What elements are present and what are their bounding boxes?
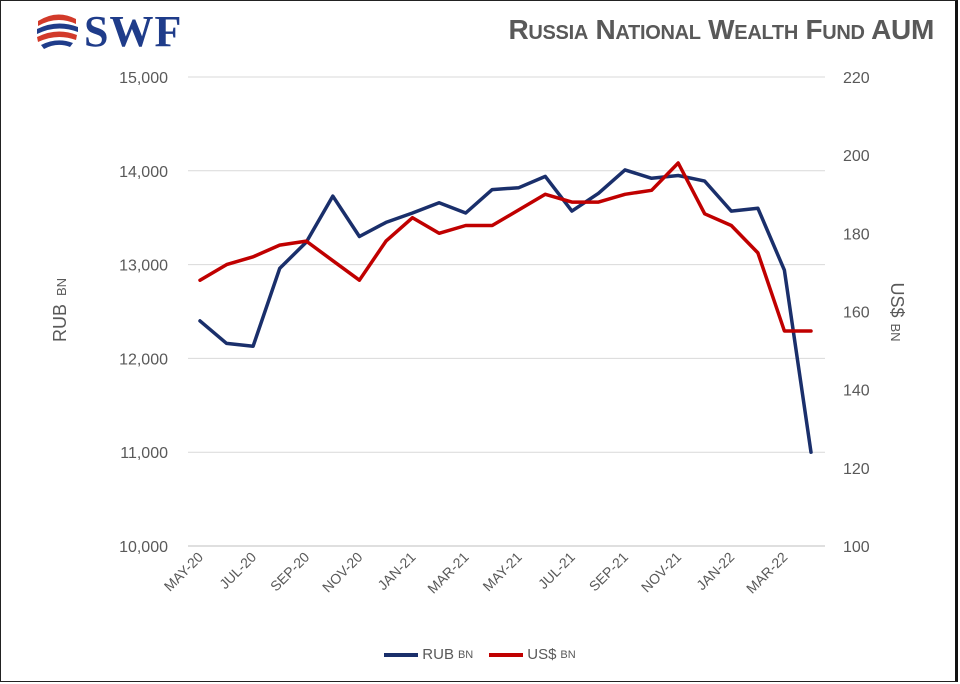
x-tick-label: SEP-20: [267, 549, 313, 595]
right-tick-label: 120: [843, 461, 870, 478]
right-tick-label: 100: [843, 539, 870, 556]
x-tick-label: NOV-20: [319, 549, 366, 596]
left-tick-label: 14,000: [119, 164, 168, 181]
legend-label-rub: RUB: [422, 646, 454, 663]
left-tick-label: 15,000: [119, 70, 168, 87]
right-axis-ticks: 100 120 140 160 180 200 220: [843, 70, 870, 556]
x-tick-label: MAR-22: [743, 549, 791, 597]
legend-label-usd: US$: [527, 646, 557, 663]
series-line-usd: [198, 161, 813, 333]
legend-swatch-usd: [489, 652, 524, 657]
legend-unit-rub: BN: [457, 648, 474, 661]
left-tick-label: 11,000: [120, 445, 168, 462]
right-axis-unit: BN: [888, 323, 903, 341]
x-tick-label: JUL-20: [216, 549, 259, 592]
left-tick-label: 10,000: [119, 539, 168, 556]
right-tick-label: 140: [843, 383, 870, 400]
right-axis-title: US$ BN: [887, 282, 907, 341]
logo-text: SWF: [84, 6, 183, 56]
series-line-rub: [198, 168, 813, 454]
gridlines: [188, 76, 825, 547]
right-tick-label: 220: [843, 70, 870, 87]
left-tick-label: 13,000: [119, 258, 168, 275]
x-tick-label: MAY-21: [479, 549, 525, 595]
legend-item-usd: US$ BN: [489, 646, 576, 663]
left-axis-unit: BN: [54, 278, 69, 296]
chart-title: Russia National Wealth Fund AUM: [508, 14, 934, 45]
x-tick-label: NOV-21: [638, 549, 685, 596]
legend-item-rub: RUB BN: [384, 646, 473, 663]
right-axis-label: US$: [887, 282, 907, 317]
x-tick-label: JUL-21: [535, 549, 578, 592]
swf-globe-icon: [36, 10, 78, 52]
x-tick-label: JAN-21: [374, 549, 418, 593]
left-axis-ticks: 10,000 11,000 12,000 13,000 14,000 15,000: [119, 70, 168, 556]
x-axis-ticks: MAY-20 JUL-20 SEP-20 NOV-20 JAN-21 MAR-21 MAY-…: [161, 549, 791, 597]
series-lines: [198, 161, 813, 454]
left-axis-title: RUB BN: [50, 278, 70, 342]
left-axis-label: RUB: [50, 304, 70, 342]
x-tick-label: JAN-22: [693, 549, 737, 593]
legend-swatch-rub: [384, 652, 419, 657]
x-tick-label: MAR-21: [424, 549, 472, 597]
legend-unit-usd: BN: [560, 648, 576, 661]
right-tick-label: 200: [843, 148, 870, 165]
x-tick-label: SEP-21: [586, 549, 632, 595]
left-tick-label: 12,000: [119, 351, 168, 368]
swf-logo: SWF: [34, 6, 182, 56]
legend: RUB BN US$ BN: [0, 646, 960, 663]
right-tick-label: 180: [843, 226, 870, 243]
right-tick-label: 160: [843, 305, 870, 322]
